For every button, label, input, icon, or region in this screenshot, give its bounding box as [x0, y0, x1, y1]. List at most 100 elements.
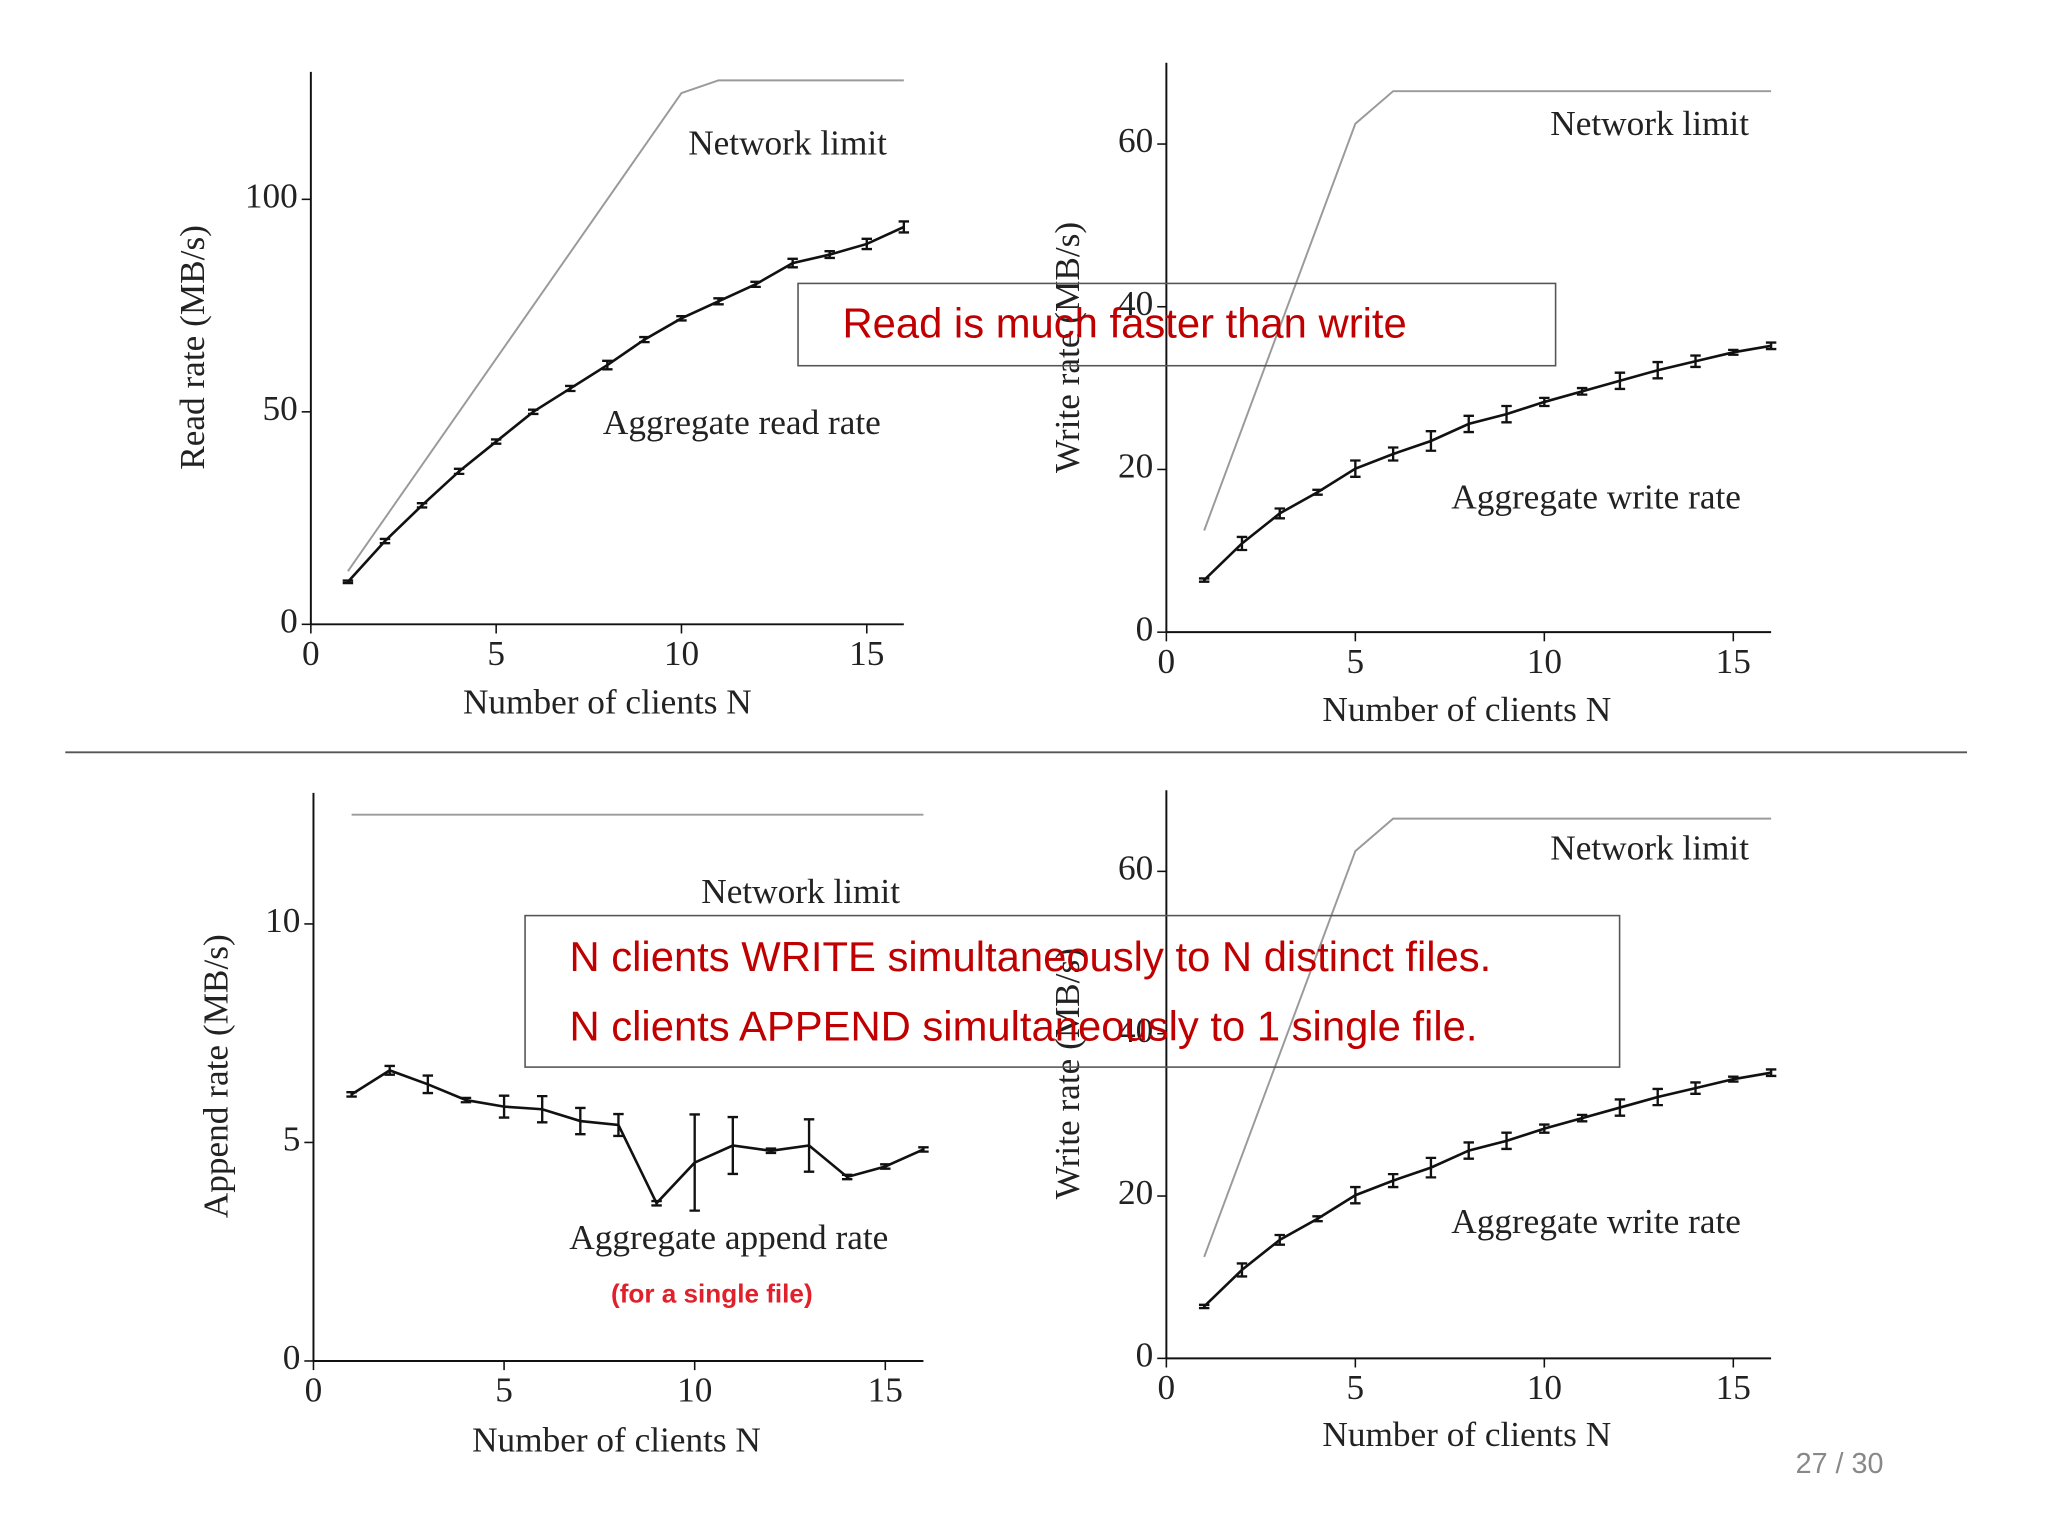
chart: 0 5 10 0 5 10 15 Number of clients N Append rate… — [197, 792, 929, 1459]
callouts: Read is much faster than write N clients… — [524, 282, 1884, 1480]
error-bar — [689, 1113, 700, 1212]
error-bar — [1614, 1098, 1626, 1117]
x-tick-label: 0 — [1158, 1368, 1176, 1407]
error-bar — [1198, 1303, 1210, 1310]
x-tick-label: 5 — [487, 634, 505, 673]
error-bar — [346, 1091, 357, 1098]
series-line — [1203, 817, 1772, 1258]
error-bar — [639, 335, 650, 344]
series-label: Aggregate append rate — [569, 1218, 888, 1257]
error-bar — [1463, 414, 1474, 434]
error-bar — [565, 384, 576, 393]
callout-text: Read is much faster than write — [842, 300, 1406, 347]
error-bar — [1387, 446, 1399, 462]
chart: 0 50 100 0 5 10 15 Number of clients N Read rate… — [173, 71, 910, 721]
series-line — [347, 79, 904, 572]
error-bar — [1690, 354, 1701, 369]
error-bar — [498, 1094, 510, 1119]
error-bar — [1614, 371, 1626, 391]
error-bar — [1765, 1068, 1777, 1078]
y-tick-label: 0 — [283, 1338, 301, 1377]
error-bar — [453, 467, 465, 476]
x-tick-label: 0 — [1158, 642, 1176, 681]
error-bar — [342, 579, 354, 585]
error-bar — [1312, 488, 1323, 496]
y-tick-label: 50 — [263, 389, 298, 428]
error-bar — [880, 1163, 891, 1170]
x-tick-label: 5 — [1347, 642, 1365, 681]
error-bar — [1539, 1123, 1550, 1134]
x-tick-label: 10 — [1527, 1368, 1562, 1407]
error-bar — [861, 237, 872, 251]
chart: 0 20 40 60 0 5 10 15 Number of clients N Write ra… — [1048, 62, 1777, 729]
y-axis-label: Write rate (MB/s) — [1048, 222, 1087, 473]
y-tick-label: 40 — [1118, 1011, 1153, 1050]
error-bar — [750, 280, 761, 289]
y-tick-label: 20 — [1118, 1173, 1153, 1212]
y-tick-label: 60 — [1118, 848, 1153, 887]
x-tick-label: 10 — [664, 634, 699, 673]
error-bar — [1652, 1087, 1663, 1107]
x-tick-label: 10 — [677, 1371, 712, 1410]
x-tick-label: 10 — [1527, 642, 1562, 681]
error-bar — [602, 359, 613, 371]
error-bar — [765, 1147, 777, 1155]
series-label: Network limit — [701, 872, 900, 911]
series-label: Aggregate read rate — [603, 403, 881, 442]
x-tick-label: 15 — [868, 1371, 903, 1410]
error-bar — [460, 1096, 472, 1104]
x-axis-label: Number of clients N — [472, 1420, 761, 1459]
error-bar — [841, 1173, 853, 1181]
error-bar — [1350, 459, 1361, 478]
error-bar — [1274, 1233, 1285, 1246]
y-tick-label: 0 — [1136, 1335, 1154, 1374]
error-bar — [384, 1064, 395, 1076]
error-bar — [651, 1199, 662, 1207]
note: (for a single file) — [611, 1279, 813, 1309]
series-label: Network limit — [1550, 829, 1749, 868]
error-bar — [490, 438, 502, 445]
error-bar — [1765, 341, 1777, 351]
error-bar — [1728, 1075, 1739, 1083]
series-label: Network limit — [1550, 104, 1749, 143]
series-line — [1203, 90, 1772, 531]
error-bar — [1690, 1081, 1701, 1095]
x-tick-label: 15 — [1716, 1368, 1751, 1407]
error-bar — [1652, 360, 1663, 380]
x-tick-label: 0 — [302, 634, 320, 673]
x-tick-label: 5 — [495, 1371, 513, 1410]
error-bar — [803, 1118, 815, 1173]
error-bar — [727, 1115, 739, 1176]
error-bar — [422, 1074, 434, 1095]
callout-text: N clients APPEND simultaneously to 1 sin… — [569, 1002, 1477, 1049]
error-bar — [379, 537, 391, 545]
callout-text: N clients WRITE simultaneously to N dist… — [569, 933, 1491, 980]
error-bar — [918, 1146, 929, 1153]
y-tick-label: 60 — [1118, 121, 1153, 160]
error-bar — [713, 297, 724, 306]
x-tick-label: 5 — [1347, 1368, 1365, 1407]
series-line — [1203, 344, 1772, 582]
y-tick-label: 5 — [283, 1120, 301, 1159]
series-label: Network limit — [688, 123, 887, 162]
error-bar — [1463, 1141, 1474, 1160]
x-tick-label: 15 — [849, 634, 884, 673]
error-bar — [1274, 507, 1285, 520]
series-line — [350, 1068, 924, 1206]
error-bar — [1539, 396, 1550, 408]
y-tick-label: 0 — [1136, 609, 1154, 648]
x-tick-label: 0 — [305, 1371, 323, 1410]
error-bar — [1350, 1185, 1361, 1205]
x-axis-label: Number of clients N — [1322, 690, 1611, 729]
error-bar — [676, 315, 687, 322]
page-number: 27 / 30 — [1796, 1448, 1884, 1480]
error-bar — [1501, 404, 1512, 424]
error-bar — [898, 220, 910, 234]
y-tick-label: 100 — [245, 176, 298, 215]
error-bar — [1576, 1113, 1588, 1123]
y-tick-label: 40 — [1118, 284, 1153, 323]
y-axis-label: Append rate (MB/s) — [197, 934, 236, 1218]
